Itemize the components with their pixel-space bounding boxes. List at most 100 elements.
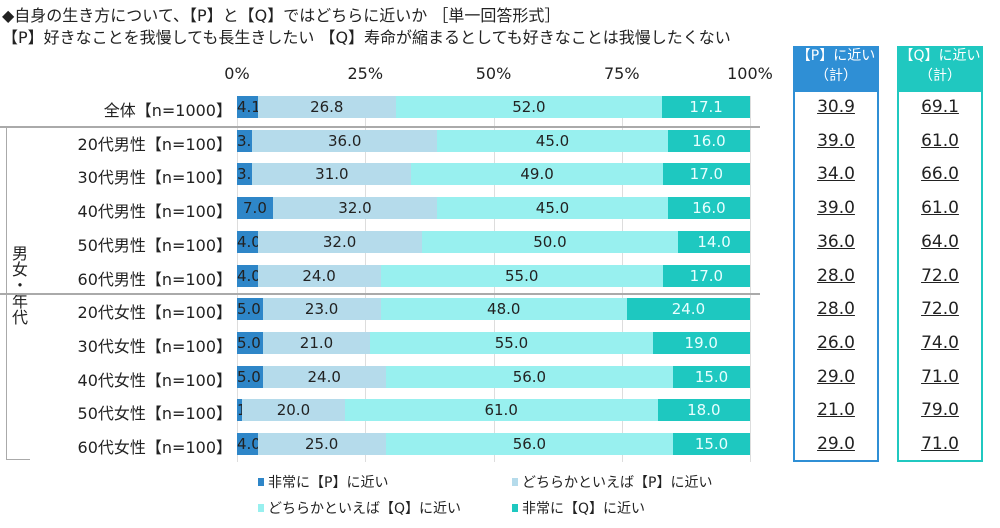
total-value: 72.0: [921, 265, 959, 286]
total-value: 29.0: [817, 366, 855, 387]
separator: [0, 293, 760, 295]
chart-title: ◆自身の生き方について、【P】と【Q】ではどちらに近いか ［単一回答形式］: [2, 6, 561, 25]
bar-segment: 24.0: [257, 264, 381, 287]
bar-segment: 36.0: [252, 129, 438, 152]
bar-segment: 5.0: [237, 298, 263, 321]
bar-segment: 56.0: [385, 433, 674, 455]
row-label: 60代男性【n=100】: [77, 269, 232, 289]
total-value: 30.9: [817, 97, 855, 117]
x-tick-label: 50%: [475, 64, 512, 83]
bar-segment: 4.0: [237, 230, 261, 253]
x-tick-label: 25%: [347, 64, 384, 83]
bar-segment: 23.0: [262, 298, 381, 321]
bar-segment: 45.0: [437, 197, 668, 220]
bar-segment: 32.0: [257, 230, 422, 253]
bar-segment: 4.1: [237, 96, 261, 118]
bar-segment: 48.0: [380, 298, 627, 321]
row-label: 60代女性【n=100】: [77, 438, 232, 457]
total-value: 28.0: [817, 265, 855, 286]
gridline: [750, 96, 751, 462]
legend-swatch: [258, 478, 264, 486]
total-header: 【Q】に近い（計）: [897, 46, 983, 90]
separator: [0, 126, 760, 128]
total-header: 【P】に近い（計）: [793, 46, 879, 90]
bar-segment: 24.0: [626, 298, 750, 321]
legend-swatch: [512, 478, 518, 486]
row-label: 30代女性【n=100】: [77, 336, 232, 356]
total-value: 79.0: [921, 400, 959, 421]
bar-segment: 24.0: [262, 365, 386, 388]
total-value: 39.0: [817, 198, 855, 219]
total-value: 34.0: [817, 164, 855, 185]
bar-segment: 18.0: [657, 399, 750, 422]
total-value: 36.0: [817, 231, 855, 252]
row-label: 50代女性【n=100】: [77, 404, 232, 424]
x-tick-label: 0%: [224, 64, 250, 83]
bar-segment: 52.0: [395, 96, 663, 118]
bar-segment: 56.0: [385, 365, 674, 388]
legend-label: どちらかといえば【Q】に近い: [268, 501, 462, 517]
row-label: 20代女性【n=100】: [77, 303, 232, 323]
row-label: 全体【n=1000】: [103, 101, 232, 120]
bar-segment: 15.0: [673, 365, 750, 388]
bar-segment: 55.0: [370, 331, 653, 354]
bar-segment: 25.0: [257, 433, 386, 455]
total-value: 29.0: [817, 434, 855, 454]
bar-segment: 49.0: [411, 163, 663, 186]
total-value: 69.1: [921, 97, 959, 117]
bar-segment: 20.0: [242, 399, 345, 422]
bar-segment: 19.0: [652, 331, 750, 354]
group-label: 男女・年代: [9, 245, 28, 325]
bar-segment: 16.0: [667, 197, 750, 220]
bar-segment: 50.0: [421, 230, 679, 253]
legend-swatch: [512, 504, 518, 512]
bar-segment: 16.0: [667, 129, 750, 152]
bar-segment: 32.0: [272, 197, 438, 220]
total-value: 21.0: [817, 400, 855, 421]
bar-segment: 5.0: [237, 331, 263, 354]
total-value: 61.0: [921, 130, 959, 151]
total-value: 72.0: [921, 299, 959, 320]
total-value: 71.0: [921, 434, 959, 454]
bar-segment: 5.0: [237, 365, 263, 388]
bar-segment: 21.0: [262, 331, 371, 354]
bar-segment: 26.8: [258, 96, 396, 118]
chart-subtitle: 【P】好きなことを我慢しても長生きしたい 【Q】寿命が縮まるとしても好きなことは…: [2, 28, 731, 47]
total-value: 61.0: [921, 198, 959, 219]
bar-segment: 61.0: [344, 399, 658, 422]
legend-item: どちらかといえば【P】に近い: [512, 472, 712, 492]
bar-segment: 14.0: [678, 230, 750, 253]
bar-segment: 55.0: [380, 264, 663, 287]
legend-item: 非常に【Q】に近い: [512, 498, 645, 518]
bar-segment: 4.0: [237, 264, 261, 287]
bar-segment: 15.0: [673, 433, 750, 455]
total-value: 71.0: [921, 366, 959, 387]
bar-segment: 7.0: [237, 197, 273, 220]
row-label: 40代女性【n=100】: [77, 370, 232, 390]
bar-segment: 45.0: [437, 129, 668, 152]
legend-label: どちらかといえば【P】に近い: [522, 475, 713, 491]
bar-segment: 31.0: [252, 163, 412, 186]
x-tick-label: 75%: [603, 64, 640, 83]
legend-item: どちらかといえば【Q】に近い: [258, 498, 461, 518]
legend-label: 非常に【P】に近い: [268, 475, 389, 491]
bar-segment: 4.0: [237, 433, 261, 455]
total-value: 64.0: [921, 231, 959, 252]
total-value: 74.0: [921, 332, 959, 353]
bar-segment: 17.1: [662, 96, 750, 118]
row-label: 50代男性【n=100】: [77, 235, 232, 255]
legend-label: 非常に【Q】に近い: [522, 501, 646, 517]
total-value: 26.0: [817, 332, 855, 353]
x-tick-label: 100%: [727, 64, 773, 83]
bar-segment: 17.0: [662, 163, 750, 186]
bar-segment: 3.0: [237, 129, 261, 152]
bar-segment: 17.0: [662, 264, 750, 287]
bar-segment: 3.0: [237, 163, 261, 186]
row-label: 20代男性【n=100】: [77, 134, 232, 154]
legend-item: 非常に【P】に近い: [258, 472, 388, 492]
total-column: [897, 90, 983, 462]
total-value: 39.0: [817, 130, 855, 151]
total-column: [793, 90, 879, 462]
total-value: 66.0: [921, 164, 959, 185]
legend-swatch: [258, 504, 264, 512]
